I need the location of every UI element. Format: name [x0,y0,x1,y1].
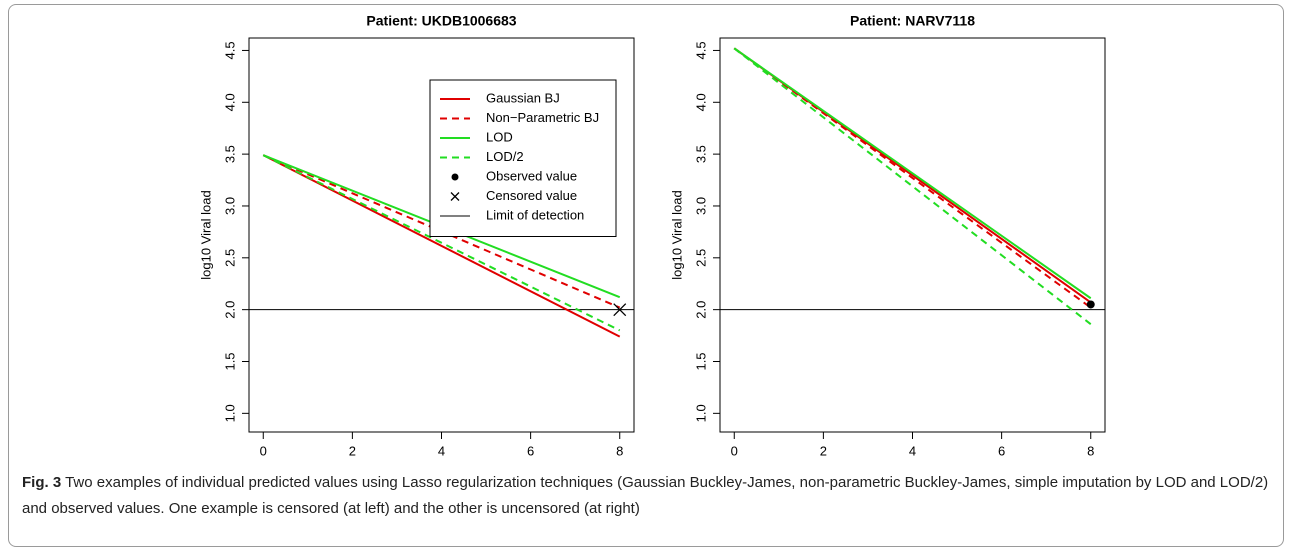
y-axis-label: log10 Viral load [669,190,684,279]
x-tick-label: 4 [438,443,445,458]
series-line [262,154,621,332]
observed-point [1086,300,1095,309]
y-tick-label: 3.5 [222,145,237,163]
y-tick-label: 3.5 [693,145,708,163]
x-tick-label: 6 [527,443,534,458]
y-tick-label: 4.0 [222,93,237,111]
y-tick-label: 2.5 [222,249,237,267]
x-tick-label: 2 [349,443,356,458]
series-line [733,47,1092,300]
x-tick-label: 8 [616,443,623,458]
caption: Fig. 3 Two examples of individual predic… [22,470,1272,522]
caption-label: Fig. 3 [22,474,62,491]
x-tick-label: 2 [820,443,827,458]
caption-text: Two examples of individual predicted val… [22,474,1269,517]
series-line [733,47,1092,325]
y-tick-label: 1.0 [693,404,708,422]
x-tick-label: 0 [260,443,267,458]
censored-point [613,303,627,317]
legend-box [429,79,617,237]
figure-plots: Patient: UKDB1006683 0 2 4 6 8 1.0 1.5 2.0 2.5 3.0… [198,13,1106,465]
chart-title: Patient: NARV7118 [850,13,975,29]
y-tick-label: 3.0 [693,197,708,215]
legend-label: Limit of detection [486,207,584,222]
figure-frame [8,4,1284,547]
plot-box [719,37,1106,433]
legend-label: LOD/2 [486,149,524,164]
y-tick-label: 1.5 [222,352,237,370]
y-tick-label: 1.5 [693,352,708,370]
x-tick-label: 0 [731,443,738,458]
y-tick-label: 4.5 [693,41,708,59]
series-line [733,47,1092,309]
y-tick-label: 4.5 [222,41,237,59]
y-tick-label: 4.0 [693,93,708,111]
legend-label: Observed value [486,168,577,183]
legend-label: Gaussian BJ [486,90,560,105]
x-tick-label: 6 [998,443,1005,458]
y-tick-label: 3.0 [222,197,237,215]
y-tick-label: 2.5 [693,249,708,267]
legend-label: Non−Parametric BJ [486,110,599,125]
legend-swatch [451,173,459,181]
y-tick-label: 1.0 [222,404,237,422]
x-tick-label: 4 [909,443,916,458]
legend-swatch [450,192,460,201]
legend-label: Censored value [486,188,577,203]
y-tick-label: 2.0 [222,301,237,319]
legend-label: LOD [486,129,513,144]
y-axis-label: log10 Viral load [198,190,213,279]
x-tick-label: 8 [1087,443,1094,458]
x-axis-label: Weeks [422,463,462,465]
y-tick-label: 2.0 [693,301,708,319]
x-axis-label: Weeks [893,463,933,465]
chart-title: Patient: UKDB1006683 [366,13,516,29]
